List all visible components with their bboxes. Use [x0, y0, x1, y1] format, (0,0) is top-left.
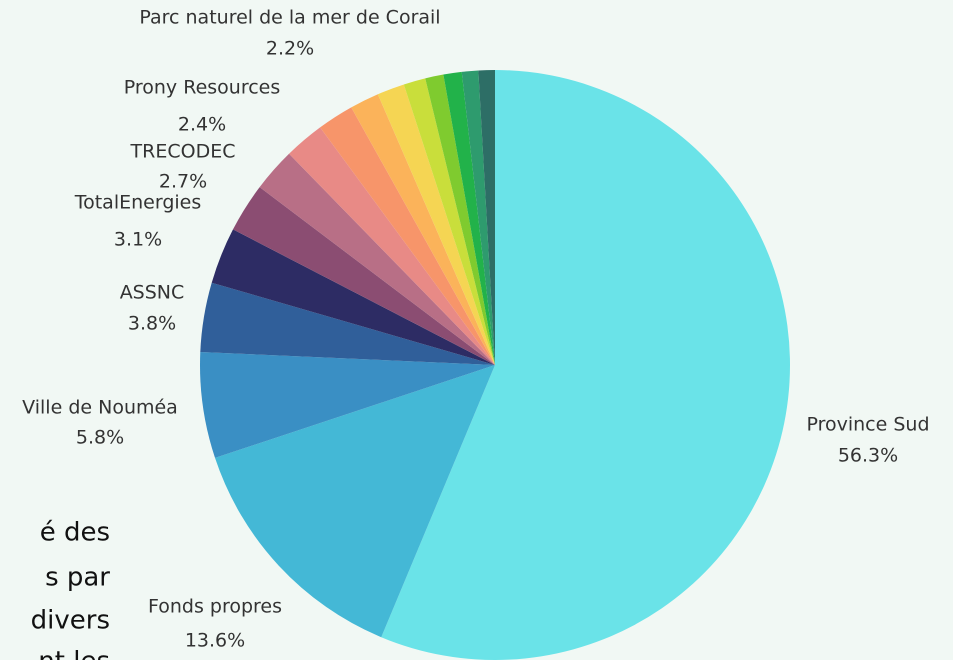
pie-slice	[478, 70, 495, 365]
slice-label: Prony Resources	[124, 77, 281, 99]
slice-label: TRECODEC	[130, 141, 236, 163]
pie-slice	[425, 74, 495, 365]
pie-slice	[381, 70, 790, 660]
slice-label: TotalEnergies	[74, 192, 202, 214]
pie-slice	[200, 352, 495, 458]
slice-label: Province Sud	[806, 414, 929, 436]
slice-value-label: 2.4%	[178, 114, 226, 136]
slice-value-label: 13.6%	[185, 630, 245, 652]
body-text-fragment: é des	[40, 518, 110, 548]
pie-slice	[200, 282, 495, 365]
slice-label: Fonds propres	[148, 596, 282, 618]
pie-slice	[289, 127, 495, 365]
slice-value-label: 56.3%	[838, 445, 898, 467]
pie-slice	[461, 70, 495, 365]
pie-slice	[443, 71, 495, 365]
pie-slice	[232, 187, 495, 365]
pie-slice	[320, 107, 495, 365]
body-text-fragment: nt les	[38, 647, 110, 660]
pie-slice	[259, 153, 495, 365]
slice-label: Parc naturel de la mer de Corail	[139, 7, 440, 29]
slice-value-label: 5.8%	[76, 427, 124, 449]
pie-slice	[403, 78, 495, 365]
slice-value-label: 3.1%	[114, 229, 162, 251]
slice-label: Ville de Nouméa	[22, 397, 178, 419]
slice-value-label: 2.2%	[266, 38, 314, 60]
pie-slice	[211, 229, 495, 365]
pie-slice	[377, 84, 495, 365]
slice-value-label: 3.8%	[128, 313, 176, 335]
slice-label: ASSNC	[120, 282, 185, 304]
slice-value-label: 2.7%	[159, 171, 207, 193]
pie-slice	[215, 365, 495, 638]
pie-slice	[351, 94, 495, 365]
body-text-fragment: s par	[45, 563, 110, 593]
body-text-fragment: divers	[31, 606, 110, 636]
